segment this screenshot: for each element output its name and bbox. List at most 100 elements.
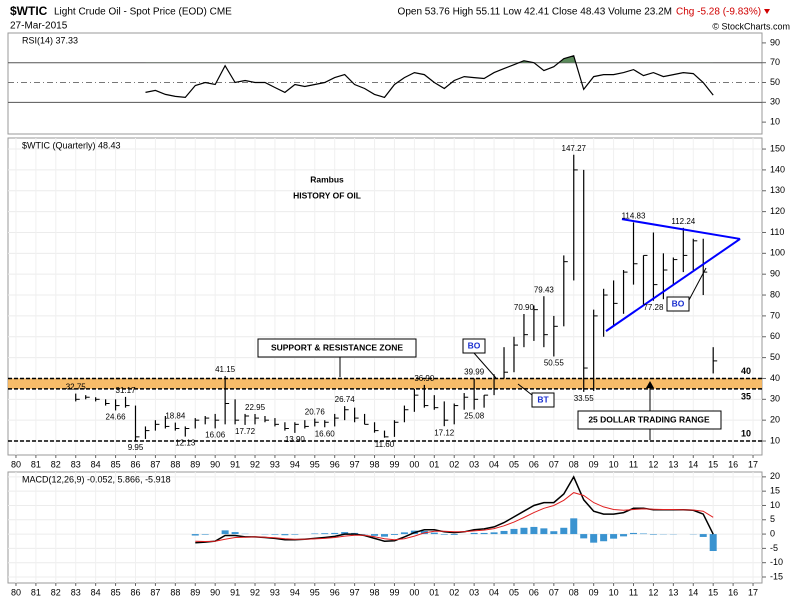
x-tick-label: 91: [230, 459, 240, 469]
price-label: 26.74: [335, 395, 356, 404]
x-tick-label: 80: [11, 587, 21, 597]
annotations: Rambus HISTORY OF OIL SUPPORT & RESISTAN…: [257, 174, 722, 440]
x-tick-label: 98: [370, 459, 380, 469]
x-tick-label: 13: [668, 459, 678, 469]
x-tick-label: 99: [389, 459, 399, 469]
x-tick-label: 01: [429, 459, 439, 469]
histogram-bar: [699, 534, 707, 537]
histogram-bar: [500, 530, 508, 535]
x-tick-label: 14: [688, 459, 698, 469]
price-label: 24.66: [106, 413, 127, 422]
level-label: 35: [741, 391, 751, 401]
x-tick-label: 95: [310, 459, 320, 469]
histogram-bar: [231, 532, 239, 535]
x-tick-label: 09: [589, 587, 599, 597]
price-label: 17.72: [235, 427, 256, 436]
x-tick-label: 03: [469, 459, 479, 469]
x-tick-label: 84: [91, 587, 101, 597]
y-tick-label: 50: [770, 352, 780, 362]
trendline: [605, 238, 741, 332]
x-tick-label: 82: [51, 459, 61, 469]
breakout-note: BO: [672, 298, 685, 308]
x-tick-label: 12: [648, 459, 658, 469]
price-label: 16.60: [315, 429, 336, 438]
x-tick-label: 08: [569, 587, 579, 597]
level-label: 40: [741, 366, 751, 376]
y-tick-label: -15: [770, 571, 783, 581]
histogram-bar: [530, 526, 538, 535]
y-tick-label: 0: [770, 528, 775, 538]
bo-box: [666, 296, 690, 312]
price-change: Chg -5.28 (-9.83%): [676, 7, 761, 18]
y-tick-label: 50: [770, 77, 780, 87]
x-tick-label: 07: [549, 459, 559, 469]
y-tick-label: -5: [770, 543, 778, 553]
panel-title: MACD(12,26,9) -0.052, 5.866, -5.918: [22, 474, 171, 484]
histogram-bar: [510, 528, 518, 535]
range-note: 25 DOLLAR TRADING RANGE: [588, 414, 710, 424]
histogram-bar: [490, 532, 498, 535]
histogram-bar: [470, 532, 478, 535]
histogram-bar: [191, 534, 199, 536]
price-label: 77.28: [643, 303, 664, 312]
histogram-bar: [570, 518, 578, 535]
histogram-bar: [610, 534, 618, 539]
x-tick-label: 06: [529, 459, 539, 469]
histogram-bar: [639, 533, 647, 535]
price-label: 33.55: [574, 394, 595, 403]
symbol: $WTIC: [10, 4, 48, 18]
histogram-bar: [590, 534, 598, 543]
x-tick-label: 09: [589, 459, 599, 469]
histogram-bar: [630, 532, 638, 535]
backtest-note: BT: [537, 394, 549, 404]
x-tick-label: 85: [111, 587, 121, 597]
histogram-bar: [331, 532, 339, 535]
down-arrow: [764, 9, 770, 14]
rsi-line: [145, 55, 714, 99]
price-label: 32.75: [66, 383, 87, 392]
histogram-bar: [381, 534, 389, 537]
price-label: 25.08: [464, 412, 485, 421]
y-tick-label: 60: [770, 331, 780, 341]
histogram-bar: [440, 534, 448, 535]
x-tick-label: 83: [71, 587, 81, 597]
bt-pointer: [517, 383, 533, 396]
histogram-bar: [480, 532, 488, 535]
price-label: 13.90: [285, 435, 306, 444]
histogram-bar: [371, 534, 379, 536]
histogram-bar: [600, 534, 608, 542]
panel-frame: [7, 137, 763, 456]
price-label: 11.60: [375, 440, 395, 449]
y-tick-label: 80: [770, 289, 780, 299]
y-tick-label: 30: [770, 97, 780, 107]
y-tick-label: 15: [770, 486, 780, 496]
x-tick-label: 12: [648, 587, 658, 597]
histogram-bar: [311, 533, 319, 535]
y-tick-label: 40: [770, 373, 780, 383]
price-label: 12.13: [175, 439, 196, 448]
price-label: 36.90: [414, 374, 435, 383]
support-band: [8, 378, 762, 389]
x-tick-label: 90: [210, 587, 220, 597]
breakout-note: BO: [468, 340, 481, 350]
x-tick-label: 93: [270, 459, 280, 469]
x-tick-label: 17: [748, 459, 758, 469]
author-note: Rambus: [310, 174, 344, 184]
y-tick-label: 120: [770, 206, 785, 216]
histogram-bar: [540, 528, 548, 535]
histogram-bar: [580, 534, 588, 539]
x-tick-label: 81: [31, 587, 41, 597]
x-tick-label: 93: [270, 587, 280, 597]
x-tick-label: 99: [389, 587, 399, 597]
x-tick-label: 02: [449, 587, 459, 597]
y-tick-label: 110: [770, 227, 784, 237]
y-tick-label: 20: [770, 471, 780, 481]
y-tick-label: 10: [770, 116, 780, 126]
x-tick-label: 94: [290, 459, 300, 469]
histogram-bar: [291, 534, 299, 535]
price-label: 20.76: [305, 408, 326, 417]
y-tick-label: -10: [770, 557, 783, 567]
y-tick-label: 10: [770, 500, 780, 510]
bo-pointer: [688, 267, 707, 301]
